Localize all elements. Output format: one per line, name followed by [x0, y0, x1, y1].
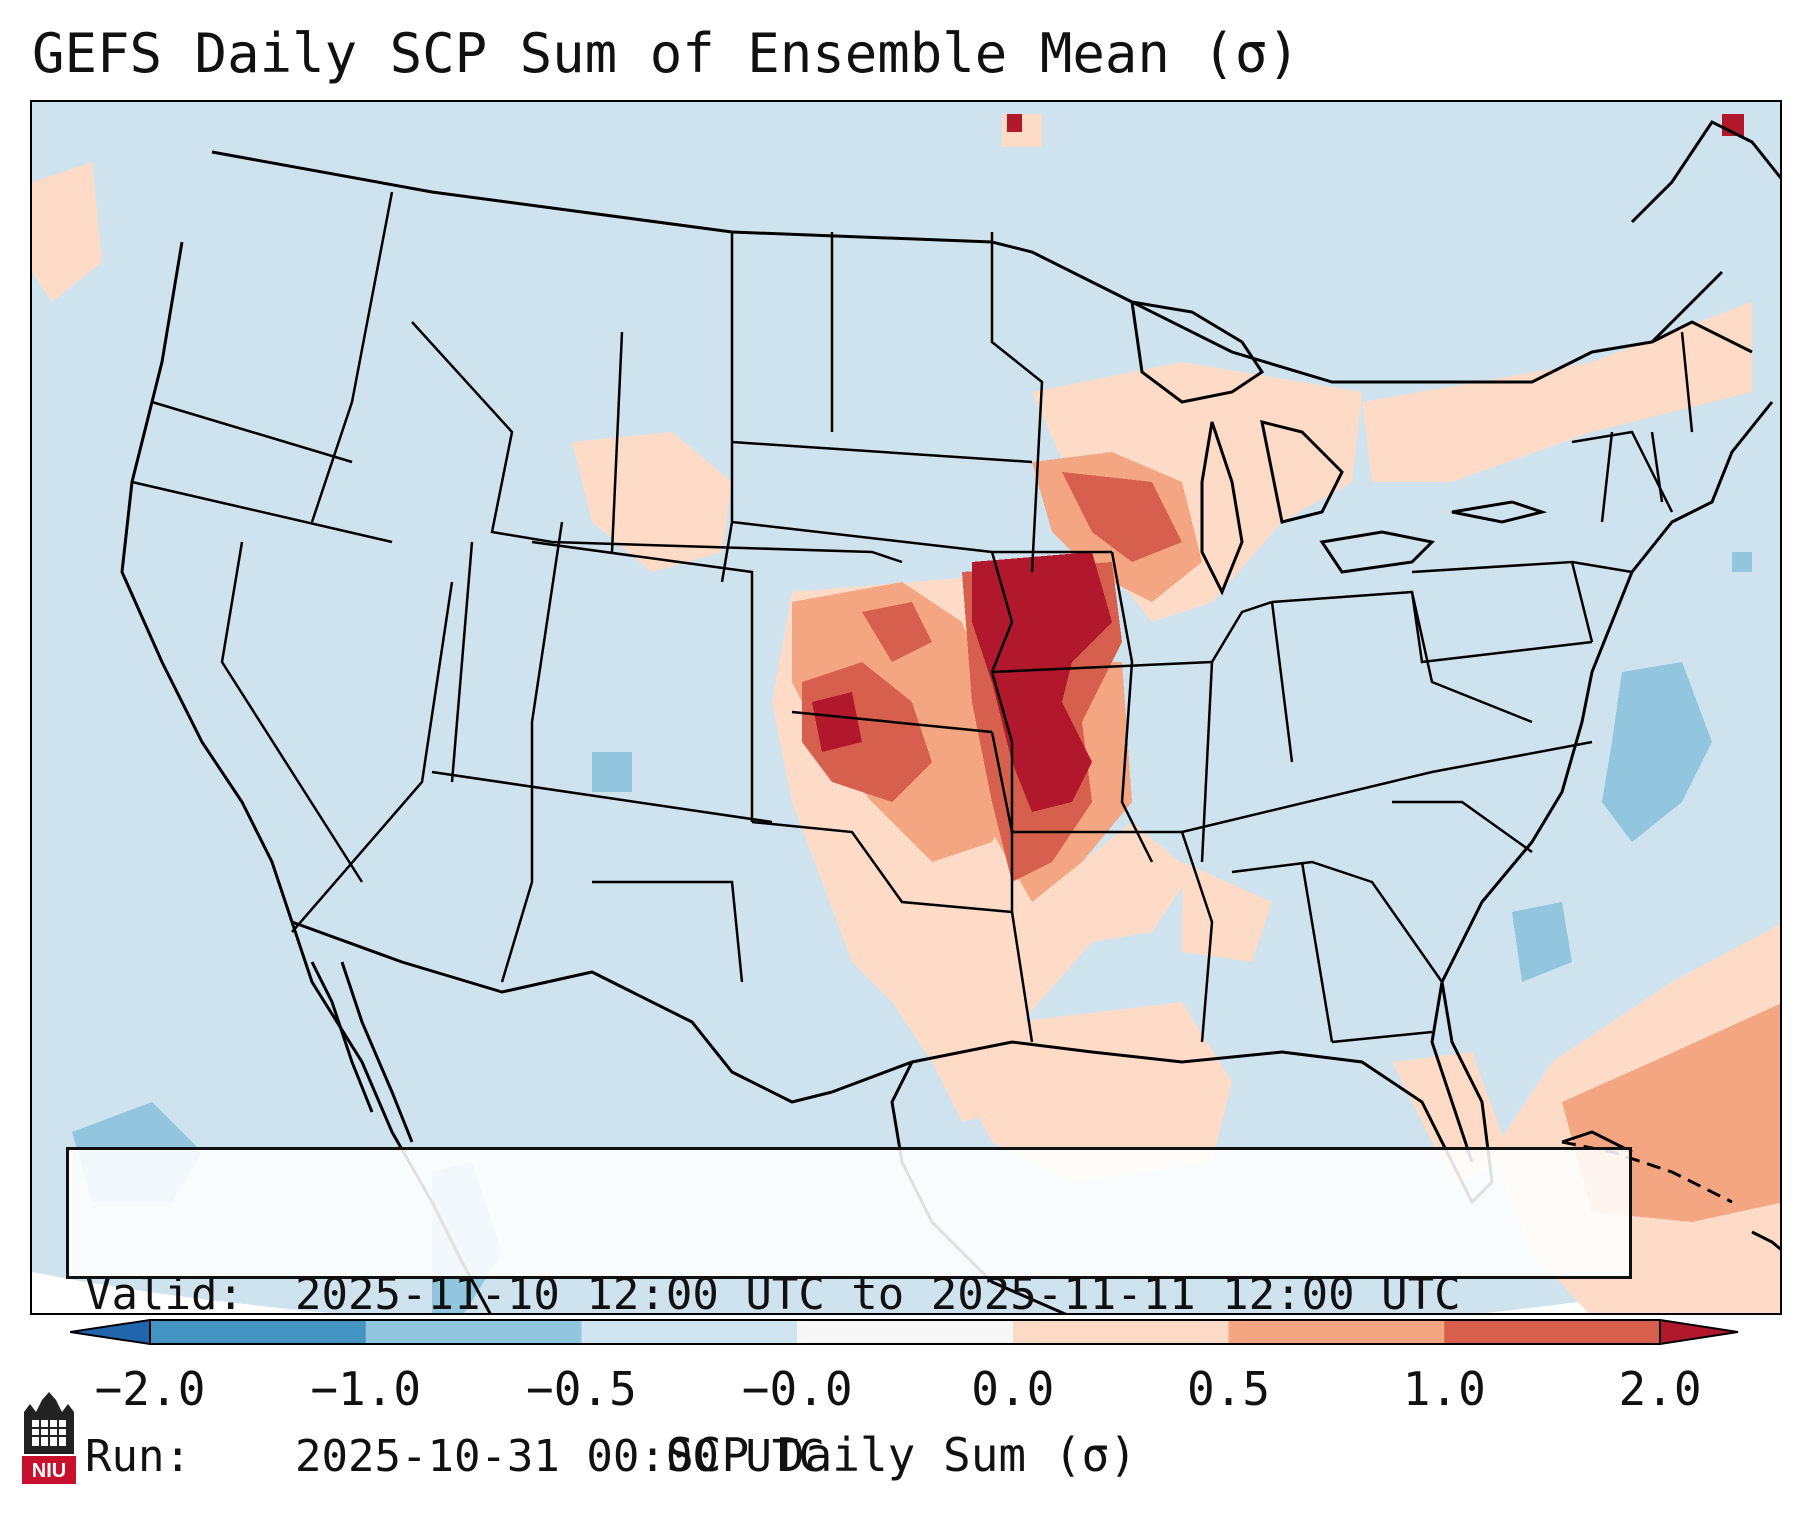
colorbar-tick-label: 1.0: [1402, 1362, 1486, 1416]
colorbar-label: SCP Daily Sum (σ): [666, 1428, 1137, 1482]
colorbar-bin: [150, 1320, 367, 1344]
colorbar-bin: [1012, 1320, 1230, 1344]
colorbar-tick-label: −0.5: [526, 1362, 637, 1416]
scp-anomaly-field: [32, 114, 1780, 1313]
colorbar-tick-label: 0.5: [1187, 1362, 1271, 1416]
colorbar-tick-label: 2.0: [1618, 1362, 1702, 1416]
map-canvas: [32, 114, 1780, 1313]
run-row: Run: 2025-10-31 00:00 UTC: [85, 1430, 1613, 1484]
valid-label: Valid:: [85, 1269, 244, 1320]
map-title: GEFS Daily SCP Sum of Ensemble Mean (σ): [32, 22, 1300, 85]
colorbar-extend-over: [1659, 1318, 1739, 1346]
coastlines-and-borders: [120, 120, 1780, 1313]
valid-value: 2025-11-10 12:00 UTC to 2025-11-11 12:00…: [295, 1269, 1461, 1320]
valid-run-infobox: Valid: 2025-11-10 12:00 UTC to 2025-11-11…: [66, 1147, 1632, 1482]
colorbar-bin: [797, 1320, 1014, 1344]
logo-text: NIU: [32, 1460, 66, 1482]
colorbar-bin: [1228, 1320, 1445, 1344]
colorbar-tick-label: −2.0: [94, 1362, 206, 1416]
valid-row: Valid: 2025-11-10 12:00 UTC to 2025-11-11…: [85, 1268, 1613, 1322]
run-value: 2025-10-31 00:00 UTC: [295, 1431, 825, 1482]
colorbar-extend-under: [70, 1318, 151, 1346]
colorbar-tick-label: 0.0: [971, 1362, 1055, 1416]
run-label: Run:: [85, 1431, 191, 1482]
map-panel: [30, 100, 1782, 1315]
colorbar: [70, 1318, 1739, 1346]
colorbar-bin: [581, 1320, 798, 1344]
state-lines: [131, 191, 1694, 1044]
colorbar-bin: [365, 1320, 582, 1344]
colorbar-tick-label: −0.0: [741, 1362, 853, 1416]
niu-logo: NIU: [22, 1392, 76, 1484]
colorbar-bin: [1444, 1320, 1661, 1344]
colorbar-outline: [149, 1319, 1661, 1345]
colorbar-tick-label: −1.0: [310, 1362, 422, 1416]
